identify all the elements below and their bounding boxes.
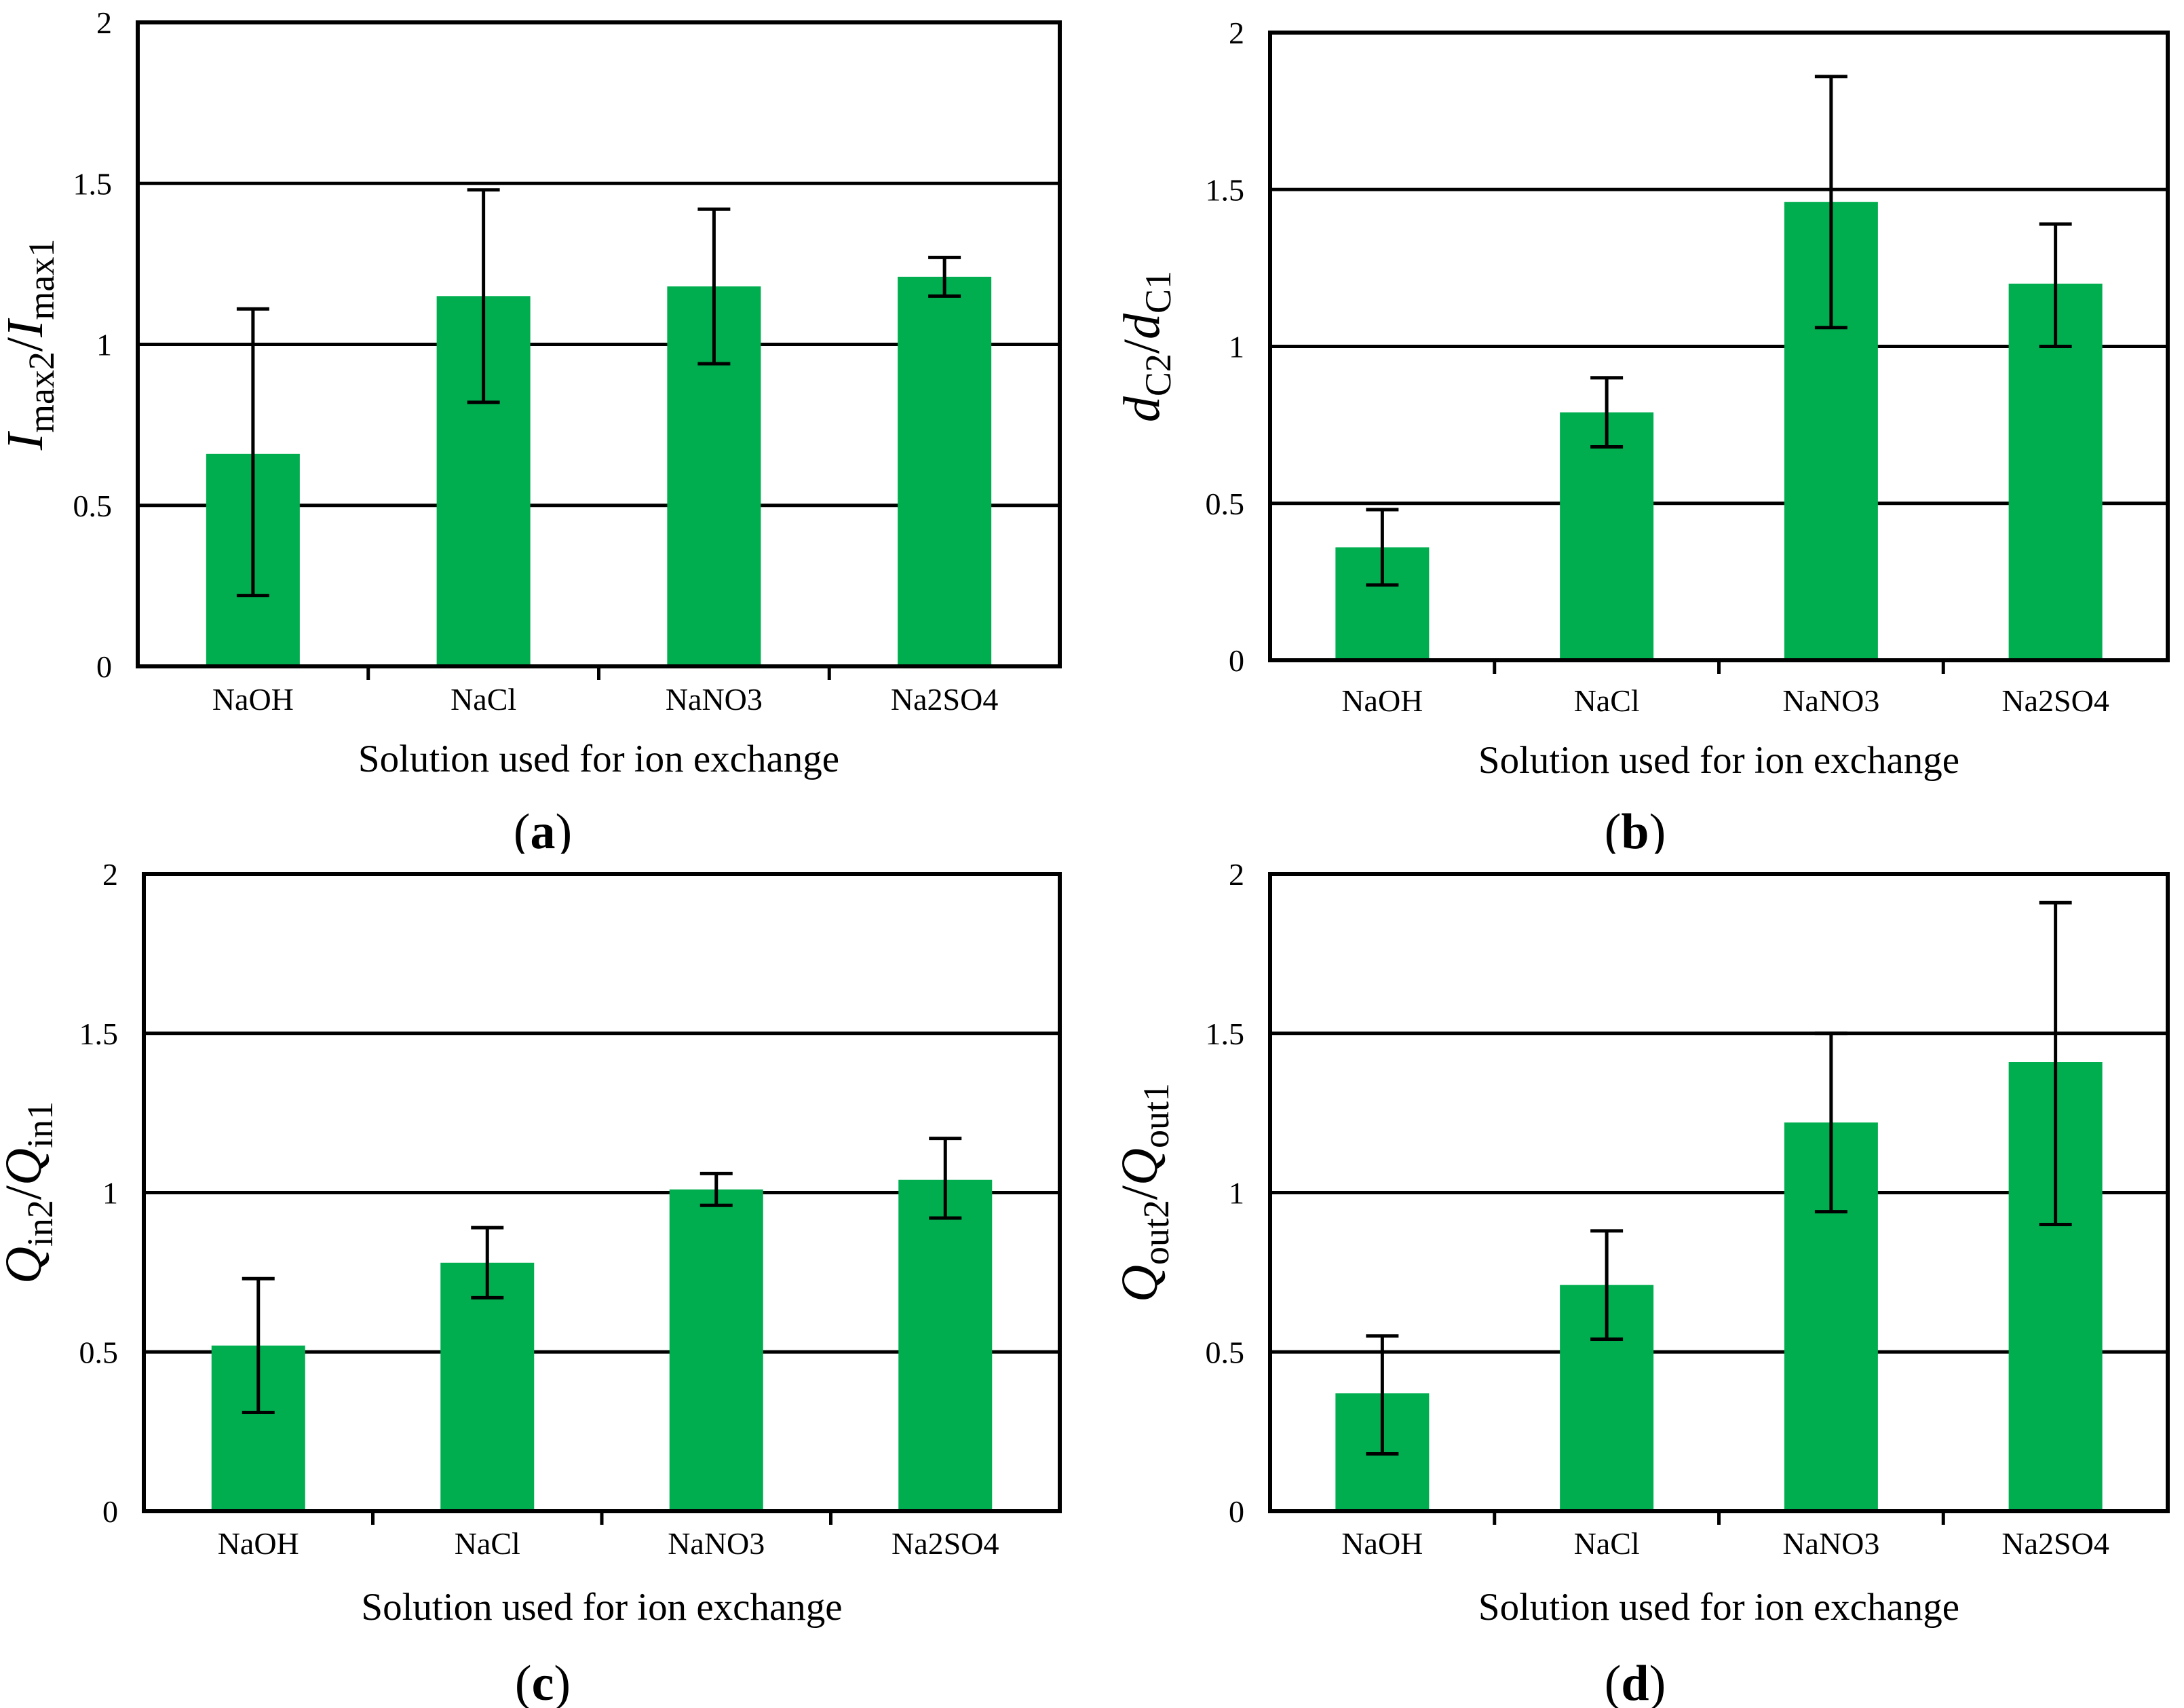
x-category-label: NaCl (1574, 1526, 1640, 1561)
y-axis-title: Qin2/Qin1 (0, 1101, 60, 1284)
panel-d: 0 0.5 1 1.5 2 NaOH NaCl NaNO3 Na2SO4 Solution use… (1092, 854, 2184, 1708)
x-category-label: Na2SO4 (2001, 1526, 2109, 1561)
y-tick-label: 0.5 (79, 1335, 119, 1369)
y-tick-label: 0 (96, 649, 112, 684)
y-axis-title: dC2/dC1 (1113, 271, 1179, 422)
y-tick-label: 0.5 (1206, 487, 1245, 521)
y-tick-label: 2 (96, 5, 112, 40)
y-tick-label: 1 (96, 328, 112, 362)
panel-a: 0 0.5 1 1.5 2 NaOH NaCl NaNO3 Na2SO4 Solution use… (0, 0, 1092, 854)
x-category-label: NaNO3 (668, 1526, 765, 1561)
x-category-label: NaOH (218, 1526, 299, 1561)
y-tick-label: 1.5 (1206, 172, 1245, 207)
y-tick-label: 1 (1229, 330, 1244, 364)
x-category-label: NaOH (212, 682, 294, 717)
x-axis-title: Solution used for ion exchange (1478, 739, 1959, 782)
panel-caption: (b) (1605, 804, 1666, 854)
y-tick-label: 0.5 (73, 489, 113, 523)
x-category-label: NaOH (1341, 1526, 1423, 1561)
x-category-label: Na2SO4 (2001, 683, 2109, 718)
bar-Na2SO4 (898, 276, 992, 667)
y-tick-label: 1 (102, 1176, 118, 1211)
x-category-label: NaNO3 (666, 682, 763, 717)
y-axis-title: Qout2/Qout1 (1111, 1083, 1176, 1302)
chart-d: 0 0.5 1 1.5 2 NaOH NaCl NaNO3 Na2SO4 Solution use… (1111, 857, 2170, 1708)
y-tick-label: 0.5 (1206, 1335, 1245, 1369)
x-category-label: Na2SO4 (891, 682, 998, 717)
chart-b: 0 0.5 1 1.5 2 NaOH NaCl NaNO3 Na2SO4 Solution use… (1113, 16, 2170, 854)
x-category-label: NaCl (1574, 683, 1640, 718)
panel-caption: (d) (1605, 1656, 1666, 1708)
bar-Na2SO4 (898, 1179, 993, 1511)
x-category-label: NaCl (455, 1526, 520, 1561)
bar-NaNO3 (669, 1189, 763, 1511)
y-tick-label: 2 (1229, 857, 1244, 892)
x-axis-title: Solution used for ion exchange (361, 1586, 842, 1629)
x-axis-title: Solution used for ion exchange (1478, 1586, 1959, 1629)
x-category-label: Na2SO4 (892, 1526, 999, 1561)
chart-a: 0 0.5 1 1.5 2 NaOH NaCl NaNO3 Na2SO4 Solution use… (0, 5, 1062, 854)
panel-c: 0 0.5 1 1.5 2 NaOH NaCl NaNO3 Na2SO4 Solution use… (0, 854, 1092, 1708)
y-tick-label: 1.5 (79, 1017, 119, 1051)
x-category-label: NaOH (1341, 683, 1423, 718)
y-tick-label: 1.5 (1206, 1017, 1245, 1051)
y-tick-label: 0 (1229, 1494, 1244, 1529)
bar-NaCl (440, 1262, 535, 1511)
chart-c: 0 0.5 1 1.5 2 NaOH NaCl NaNO3 Na2SO4 Solution use… (0, 857, 1062, 1708)
panel-b: 0 0.5 1 1.5 2 NaOH NaCl NaNO3 Na2SO4 Solution use… (1092, 0, 2184, 854)
y-tick-label: 2 (1229, 16, 1244, 50)
y-tick-label: 1 (1229, 1176, 1244, 1211)
y-tick-label: 0 (1229, 643, 1244, 678)
y-tick-label: 1.5 (73, 166, 113, 201)
x-category-label: NaNO3 (1782, 1526, 1879, 1561)
panel-caption: (a) (514, 804, 572, 854)
y-tick-label: 2 (102, 857, 118, 892)
y-axis-title: Imax2/Imax1 (0, 239, 62, 451)
y-tick-label: 0 (102, 1494, 118, 1529)
x-category-label: NaCl (451, 682, 516, 717)
bar-NaCl (1560, 412, 1654, 660)
panel-caption: (c) (515, 1656, 571, 1708)
x-axis-title: Solution used for ion exchange (358, 738, 839, 780)
x-category-label: NaNO3 (1782, 683, 1879, 718)
